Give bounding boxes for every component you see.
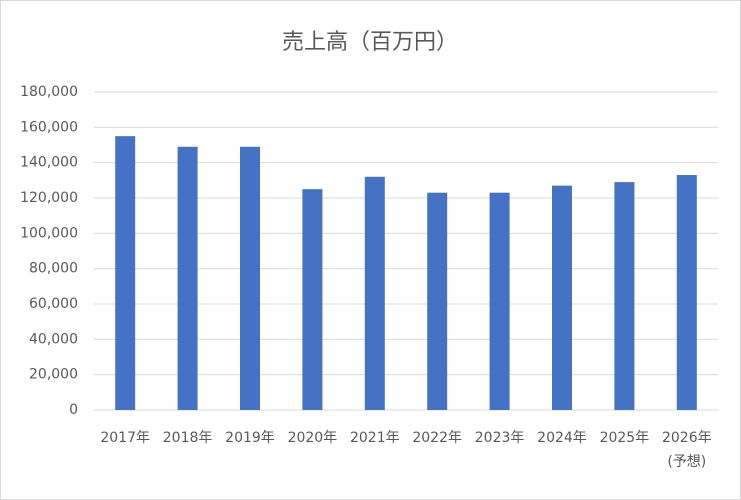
x-tick-label: 2022年 — [412, 430, 462, 446]
y-tick-label: 100,000 — [20, 225, 78, 241]
x-tick-label: 2026年 (予想) — [661, 430, 712, 470]
bar — [115, 136, 136, 410]
chart-title: 売上高（百万円） — [282, 30, 458, 55]
bar — [177, 146, 198, 410]
bar — [676, 175, 697, 410]
x-tick-label: 2025年 — [599, 430, 650, 446]
x-tick-label: 2023年 — [474, 430, 525, 446]
bar — [427, 192, 448, 410]
y-tick-label: 60,000 — [29, 296, 78, 312]
bar — [302, 189, 323, 410]
y-tick-label: 0 — [69, 402, 78, 418]
x-tick-label: 2019年 — [225, 430, 275, 446]
y-tick-label: 160,000 — [20, 119, 78, 135]
bar — [240, 146, 260, 410]
y-tick-label: 40,000 — [29, 331, 78, 347]
x-tick-label: 2017年 — [100, 430, 150, 446]
x-tick-label: 2024年 — [537, 430, 587, 446]
bar — [614, 182, 635, 410]
x-tick-label: 2018年 — [162, 430, 213, 446]
bar — [364, 176, 385, 410]
y-tick-label: 20,000 — [29, 367, 78, 383]
x-tick-label: 2021年 — [349, 430, 400, 446]
bar — [489, 192, 510, 410]
y-tick-label: 140,000 — [20, 155, 78, 171]
y-tick-label: 120,000 — [20, 190, 78, 206]
y-tick-label: 80,000 — [29, 261, 78, 277]
y-tick-label: 180,000 — [20, 84, 78, 100]
bar — [552, 185, 572, 410]
x-tick-label: 2020年 — [287, 430, 338, 446]
